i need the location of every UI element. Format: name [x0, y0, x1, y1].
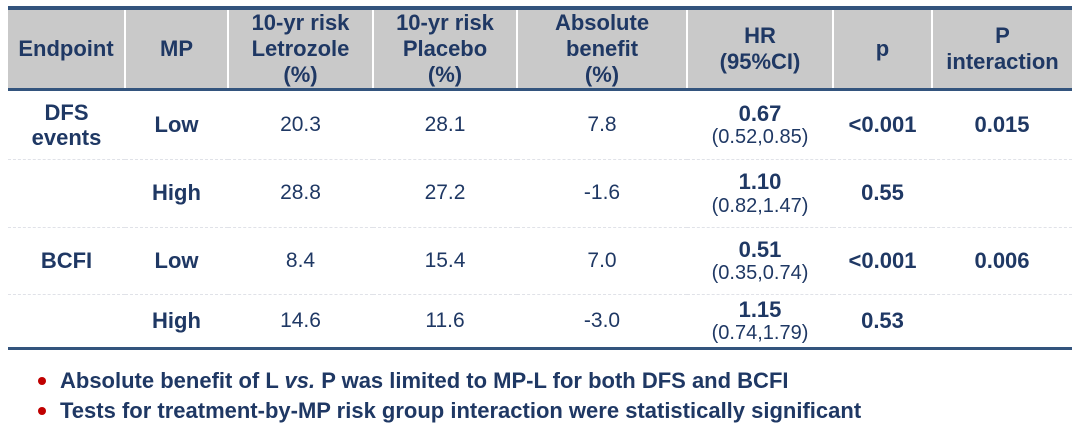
hr-value: 0.67 [738, 100, 782, 126]
mp-cell: High [125, 158, 228, 228]
risk-placebo-cell: 27.2 [373, 158, 517, 228]
absolute-benefit-cell: 7.8 [587, 112, 617, 136]
bullet-absolute-benefit: Absolute benefit of L vs. P was limited … [36, 366, 1046, 396]
bullet-marker [38, 377, 46, 385]
absolute-benefit-cell: 7.0 [517, 226, 687, 295]
bullet-marker [38, 407, 46, 415]
table-row: BCFI Low 8.4 15.4 7.0 0.51 (0.35,0.74) <… [8, 226, 1072, 295]
absolute-benefit-cell: -1.6 [517, 158, 687, 228]
hr-cell: 0.51 (0.35,0.74) [687, 226, 833, 295]
risk-placebo-cell: 15.4 [373, 226, 517, 295]
endpoint-cell: BCFI [8, 226, 125, 295]
risk-letrozole-cell: 20.3 [280, 112, 321, 136]
hr-value: 1.15 [738, 296, 782, 322]
p-value-cell: 0.53 [833, 293, 932, 349]
col-header-mp: MP [124, 8, 228, 91]
endpoint-cell: DFS events [31, 99, 102, 150]
hr-ci: (0.74,1.79) [711, 322, 809, 345]
col-header-endpoint: Endpoint [8, 8, 125, 91]
results-table: Endpoint MP 10-yr risk Letrozole (%) 10-… [8, 6, 1072, 351]
hr-cell: 0.67 (0.52,0.85) [687, 89, 833, 159]
bullet-interaction-tests: Tests for treatment-by-MP risk group int… [36, 396, 1046, 426]
bullet-text: Absolute benefit of L [60, 368, 285, 393]
mp-cell: High [125, 293, 228, 349]
endpoint-cell [8, 158, 125, 228]
risk-placebo-cell: 11.6 [373, 293, 517, 349]
col-header-p-interaction: P interaction [931, 8, 1072, 91]
risk-letrozole-cell: 14.6 [228, 293, 373, 349]
hr-cell: 1.10 (0.82,1.47) [687, 158, 833, 228]
p-interaction-cell: 0.015 [974, 111, 1030, 137]
takeaway-bullets: Absolute benefit of L vs. P was limited … [36, 366, 1046, 426]
p-interaction-cell [932, 158, 1072, 228]
header-row: Endpoint MP 10-yr risk Letrozole (%) 10-… [8, 8, 1072, 91]
bullet-text: Tests for treatment-by-MP risk group int… [60, 398, 862, 423]
risk-letrozole-cell: 28.8 [228, 158, 373, 228]
absolute-benefit-cell: -3.0 [517, 293, 687, 349]
col-header-absolute-benefit: Absolute benefit (%) [516, 8, 687, 91]
hr-value: 1.10 [738, 169, 782, 195]
bullet-text-italic: vs. [284, 368, 316, 393]
hr-value: 0.51 [738, 236, 782, 262]
hr-cell: 1.15 (0.74,1.79) [687, 293, 833, 349]
table-row: DFS events Low 20.3 28.1 7.8 0.67 (0.52,… [8, 89, 1072, 159]
mp-cell: Low [125, 226, 228, 295]
bullet-text: P was limited to MP-L for both DFS and B… [315, 368, 789, 393]
col-header-hr: HR (95%CI) [686, 8, 833, 91]
risk-letrozole-cell: 8.4 [228, 226, 373, 295]
table-row: High 28.8 27.2 -1.6 1.10 (0.82,1.47) 0.5… [8, 158, 1072, 228]
col-header-p: p [832, 8, 932, 91]
col-header-risk-letrozole: 10-yr risk Letrozole (%) [227, 8, 373, 91]
mp-cell: Low [154, 111, 199, 137]
table-header: Endpoint MP 10-yr risk Letrozole (%) 10-… [8, 8, 1072, 91]
table-row: High 14.6 11.6 -3.0 1.15 (0.74,1.79) 0.5… [8, 293, 1072, 349]
p-value-cell: <0.001 [833, 226, 932, 295]
hr-ci: (0.52,0.85) [711, 126, 809, 148]
endpoint-cell [8, 293, 125, 349]
p-interaction-cell [932, 293, 1072, 349]
hr-ci: (0.35,0.74) [711, 262, 809, 284]
hr-ci: (0.82,1.47) [711, 194, 809, 217]
p-interaction-cell: 0.006 [932, 226, 1072, 295]
col-header-risk-placebo: 10-yr risk Placebo (%) [372, 8, 517, 91]
p-value-cell: <0.001 [848, 111, 917, 137]
p-value-cell: 0.55 [833, 158, 932, 228]
risk-placebo-cell: 28.1 [424, 112, 466, 136]
